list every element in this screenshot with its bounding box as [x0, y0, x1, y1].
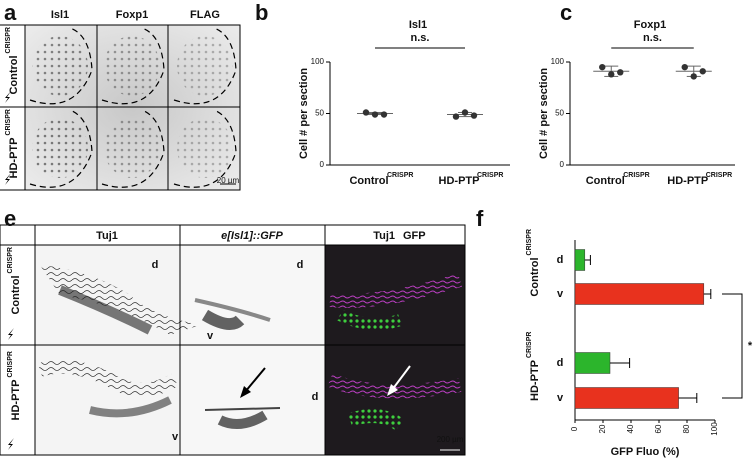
scale-bar-label: 20 µm	[217, 176, 240, 185]
data-point	[470, 112, 478, 119]
region-label: v	[172, 431, 179, 443]
category-label: d	[557, 254, 564, 266]
row-label-superscript: CRISPR	[7, 351, 14, 377]
x-tick-label: HD-PTP	[667, 175, 708, 187]
panel-e-images	[0, 224, 466, 456]
panel-label: b	[255, 0, 268, 25]
x-tick-label: Control	[586, 175, 625, 187]
panel-label: c	[560, 0, 572, 25]
significance-label: n.s.	[411, 32, 430, 44]
data-point	[461, 109, 469, 116]
y-tick-label: 50	[555, 109, 564, 118]
row-label: HD-PTP	[10, 380, 22, 421]
y-tick-label: 100	[551, 57, 565, 66]
y-tick-label: 0	[320, 160, 325, 169]
data-point	[608, 71, 615, 78]
data-point	[452, 113, 460, 120]
row-label-superscript: CRISPR	[7, 247, 14, 273]
chart-title: Foxp1	[634, 19, 666, 31]
x-tick-label: 100	[710, 422, 719, 436]
x-tick-superscript: CRISPR	[706, 172, 732, 179]
row-label-superscript: CRISPR	[526, 332, 533, 358]
region-label: v	[207, 330, 214, 342]
merge-header: Tuj1	[373, 230, 395, 242]
region-label: d	[152, 259, 159, 271]
y-tick-label: 0	[560, 160, 565, 169]
column-header: Foxp1	[116, 9, 148, 21]
data-point	[681, 63, 688, 71]
x-tick-superscript: CRISPR	[387, 172, 413, 179]
category-label: d	[557, 357, 564, 369]
y-axis-label: Cell # per section	[538, 68, 550, 159]
data-point	[617, 69, 624, 76]
x-tick-superscript: CRISPR	[623, 172, 649, 179]
significance-label: *	[748, 340, 753, 352]
bolt-icons	[5, 91, 14, 450]
row-label-superscript: CRISPR	[5, 109, 12, 135]
data-point	[690, 73, 697, 80]
bar	[574, 352, 611, 374]
y-tick-label: 50	[315, 109, 324, 118]
scale-bar-label: 200 µm	[437, 435, 464, 444]
bar	[574, 283, 705, 305]
row-label: Control	[529, 257, 541, 296]
x-tick-superscript: CRISPR	[477, 172, 503, 179]
bar	[574, 387, 679, 409]
data-point	[371, 111, 379, 118]
y-axis-label: Cell # per section	[298, 68, 310, 159]
x-tick-label: 40	[626, 424, 635, 433]
x-tick-label: HD-PTP	[439, 175, 480, 187]
x-tick-label: 80	[682, 424, 691, 433]
row-label-superscript: CRISPR	[526, 229, 533, 255]
category-label: v	[557, 392, 564, 404]
y-tick-label: 100	[311, 57, 325, 66]
chart-title: Isl1	[409, 19, 427, 31]
panel-label: f	[476, 206, 484, 231]
merge-header: GFP	[403, 230, 426, 242]
region-label: d	[297, 259, 304, 271]
column-header: Tuj1	[96, 230, 118, 242]
significance-label: n.s.	[643, 32, 662, 44]
data-point	[699, 68, 706, 75]
x-tick-label: Control	[349, 175, 388, 187]
row-label: Control	[8, 55, 20, 94]
region-label: d	[312, 391, 319, 403]
panel-label: a	[4, 0, 17, 25]
column-header: e[Isl1]::GFP	[221, 230, 283, 242]
row-label-superscript: CRISPR	[5, 27, 12, 53]
significance-bracket	[722, 293, 743, 399]
data-point	[380, 111, 388, 118]
row-label: HD-PTP	[8, 138, 20, 179]
column-header: FLAG	[190, 9, 220, 21]
column-header: Isl1	[51, 9, 69, 21]
panel-label: e	[4, 206, 16, 231]
x-tick-label: 60	[654, 424, 663, 433]
data-point	[362, 109, 370, 116]
bar	[574, 249, 586, 271]
category-label: v	[557, 288, 564, 300]
row-label: Control	[10, 275, 22, 314]
row-label: HD-PTP	[529, 360, 541, 401]
data-point	[599, 63, 606, 71]
x-tick-label: 20	[598, 424, 607, 433]
panel-a-images	[0, 24, 241, 191]
x-axis-label: GFP Fluo (%)	[611, 446, 680, 458]
x-tick-label: 0	[570, 426, 579, 431]
